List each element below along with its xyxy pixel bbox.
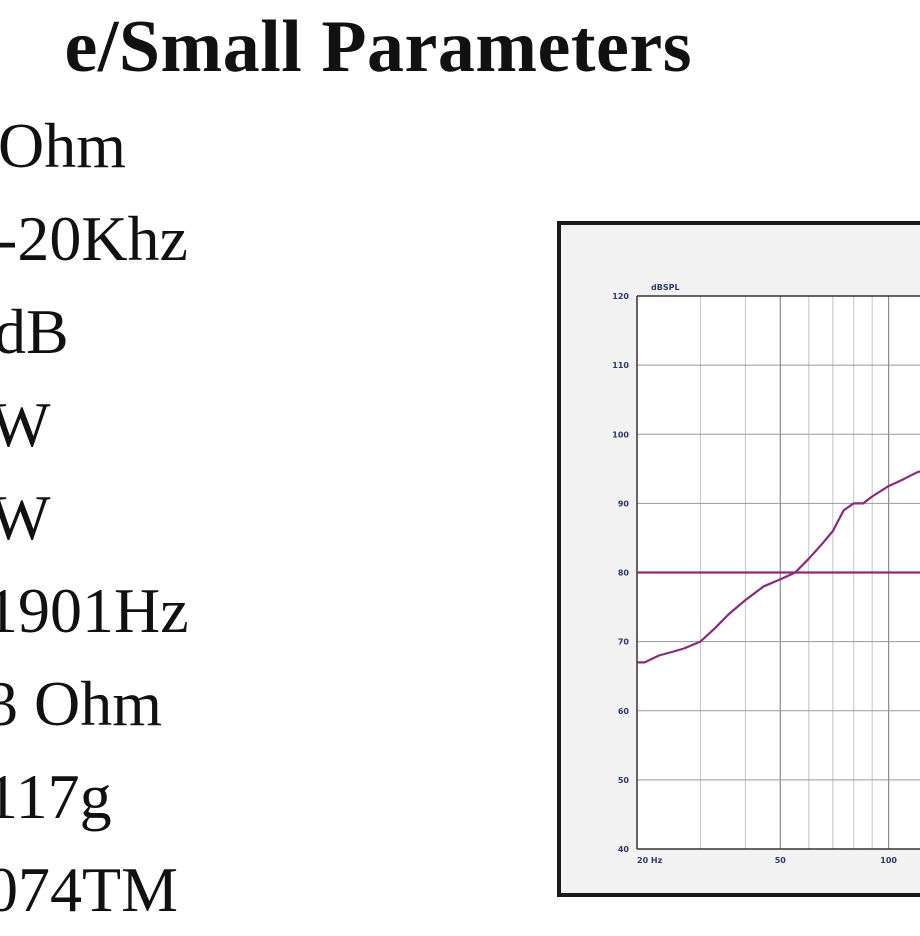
parameter-value: 074TM (0, 854, 178, 925)
parameter-value: W (0, 482, 51, 553)
y-tick-label: 50 (618, 776, 630, 785)
series-line (637, 470, 920, 664)
page-title: e/Small Parameters (0, 2, 920, 92)
y-axis-label: dBSPL (651, 283, 680, 292)
x-tick-label: 20 Hz (637, 856, 663, 865)
parameter-item: 074TM (0, 844, 500, 936)
parameter-list: Ohm -20Khz dB W W 1901Hz 3 Ohm 117g 074T… (0, 100, 500, 925)
parameter-item: 1901Hz (0, 565, 500, 657)
parameter-value: -20Khz (0, 203, 188, 274)
y-tick-label: 110 (612, 361, 629, 370)
y-tick-label: 90 (618, 499, 630, 508)
parameter-item: W (0, 472, 500, 564)
y-tick-label: 100 (612, 430, 629, 439)
frequency-response-chart: 40 50 60 70 80 90 100 110 120 20 Hz 50 100 dBSPL (557, 221, 920, 897)
chart-svg: 40 50 60 70 80 90 100 110 120 20 Hz 50 100 dBSPL (612, 283, 920, 865)
parameter-value: 117g (0, 761, 112, 832)
y-tick-label: 60 (618, 707, 630, 716)
parameter-value: 3 Ohm (0, 668, 162, 739)
parameter-item: -20Khz (0, 193, 500, 285)
y-tick-label: 70 (618, 638, 630, 647)
y-tick-label: 120 (612, 292, 629, 301)
parameter-item: 117g (0, 751, 500, 843)
y-tick-label: 40 (618, 845, 630, 854)
parameter-item: Ohm (0, 100, 500, 192)
parameter-value: dB (0, 296, 69, 367)
x-tick-label: 100 (880, 856, 897, 865)
parameter-value: 1901Hz (0, 575, 189, 646)
parameter-item: 3 Ohm (0, 658, 500, 750)
y-tick-label: 80 (618, 569, 630, 578)
parameter-value: W (0, 389, 51, 460)
parameter-value: Ohm (0, 110, 126, 181)
parameter-item: dB (0, 286, 500, 378)
parameter-item: W (0, 379, 500, 471)
x-tick-label: 50 (775, 856, 787, 865)
page-title-text: e/Small Parameters (64, 6, 692, 88)
